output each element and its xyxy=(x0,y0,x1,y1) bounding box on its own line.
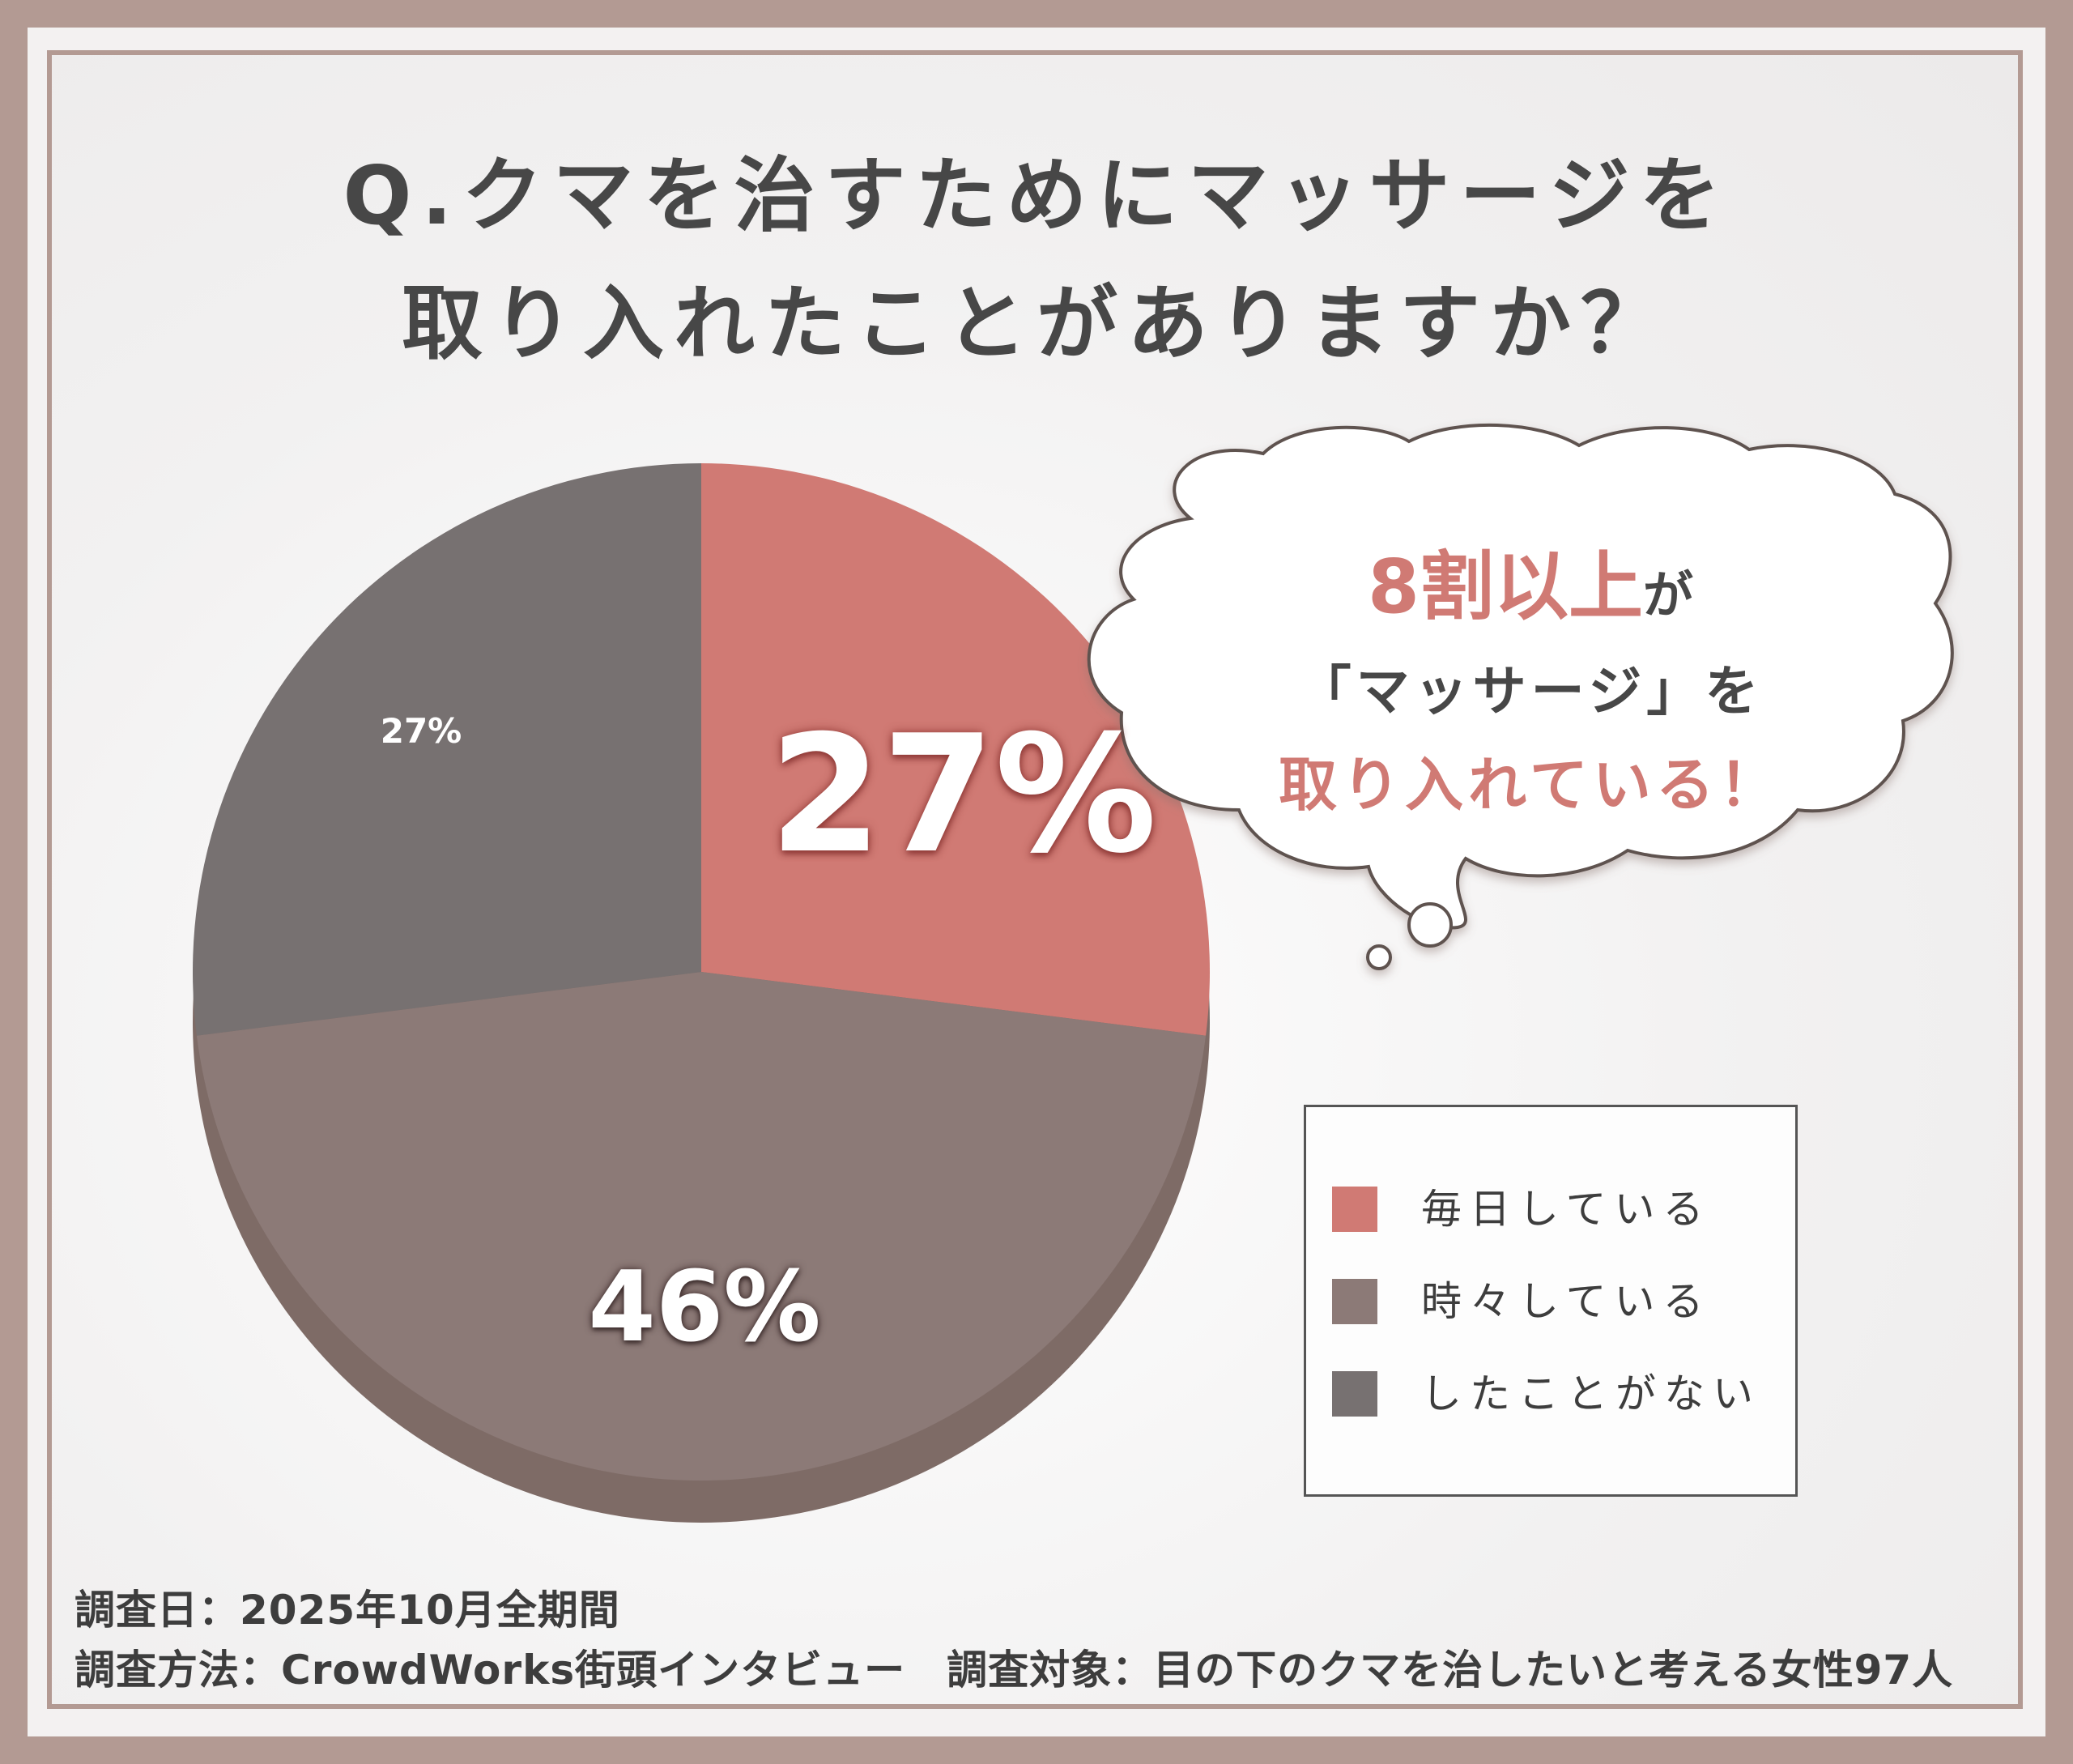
legend-label-daily: 毎日している xyxy=(1421,1186,1712,1233)
callout-line1: 8割以上が xyxy=(1117,526,1943,634)
legend: 毎日している 時々している したことがない xyxy=(1304,1105,1798,1497)
slice-label-sometimes: 46% xyxy=(588,1251,821,1364)
pie-slice-sometimes xyxy=(196,972,1207,1481)
pie-slice-never xyxy=(193,463,702,1036)
callout-line3: 取り入れている！ xyxy=(1279,751,1782,819)
legend-swatch-daily xyxy=(1332,1187,1377,1232)
question-title-line2: 取り入れたことがありますか？ xyxy=(402,276,1671,371)
callout-highlight: 8割以上 xyxy=(1367,543,1643,630)
callout-bubble xyxy=(1087,423,1954,970)
slice-label-daily: 27% xyxy=(769,701,1157,889)
legend-label-sometimes: 時々している xyxy=(1421,1278,1712,1325)
pie-slice-daily xyxy=(701,463,1210,1036)
callout-line1-rest: が xyxy=(1643,565,1694,624)
footer-survey-method: 調査方法：CrowdWorks街頭インタビュー 調査対象：目の下のクマを治したい… xyxy=(74,1647,1954,1694)
slice-label-never: 27% xyxy=(380,711,462,751)
legend-label-never: したことがない xyxy=(1421,1370,1761,1417)
legend-swatch-never xyxy=(1332,1371,1377,1417)
callout-line2: 「マッサージ」を xyxy=(1297,660,1764,722)
footer-survey-date: 調査日：2025年10月全期間 xyxy=(74,1587,620,1634)
legend-swatch-sometimes xyxy=(1332,1279,1377,1324)
question-title-line1: Q.クマを治すためにマッサージを xyxy=(343,148,1730,243)
